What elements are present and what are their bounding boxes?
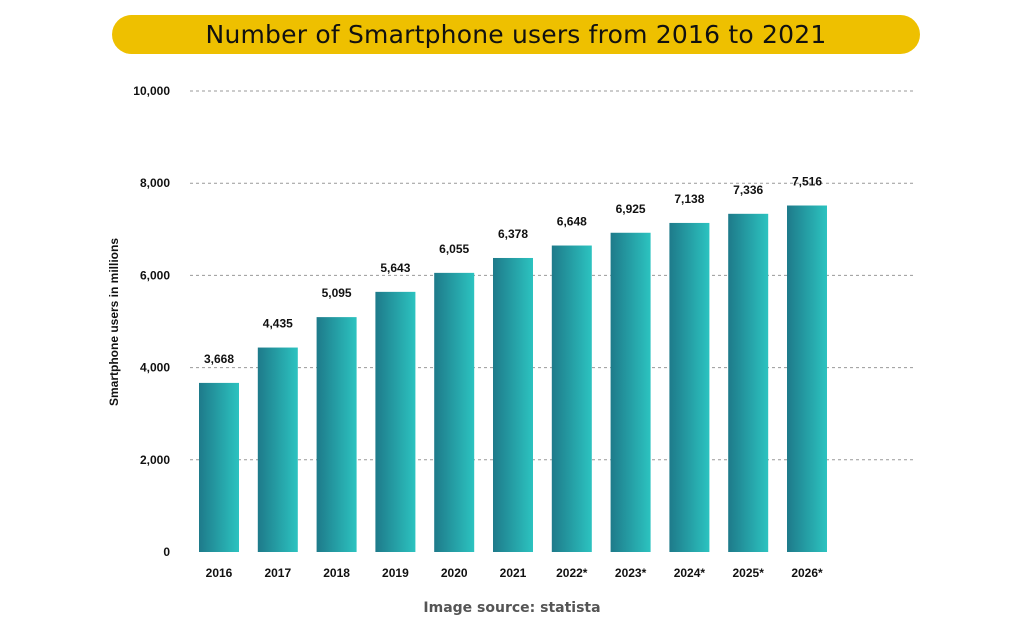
bar <box>669 222 710 552</box>
x-tick-label: 2025* <box>733 566 765 580</box>
bar <box>728 213 769 552</box>
data-label: 6,648 <box>557 215 587 229</box>
bar <box>316 317 357 552</box>
x-tick-label: 2023* <box>615 566 647 580</box>
x-tick-label: 2018 <box>323 566 350 580</box>
data-label: 7,516 <box>792 175 822 189</box>
chart-title: Number of Smartphone users from 2016 to … <box>205 20 827 49</box>
bar <box>434 272 475 552</box>
data-label: 6,925 <box>616 202 646 216</box>
data-label: 5,643 <box>380 261 410 275</box>
bar <box>610 232 651 552</box>
x-tick-label: 2020 <box>441 566 468 580</box>
x-tick-label: 2016 <box>206 566 233 580</box>
data-label: 7,336 <box>733 183 763 197</box>
data-label: 6,055 <box>439 242 469 256</box>
data-label: 3,668 <box>204 352 234 366</box>
x-tick-label: 2024* <box>674 566 706 580</box>
y-tick-label: 10,000 <box>133 84 170 98</box>
image-source-caption: Image source: statista <box>423 600 601 616</box>
data-label: 7,138 <box>674 192 704 206</box>
bar <box>375 291 416 552</box>
bar <box>493 257 533 552</box>
bar <box>257 347 298 552</box>
data-label: 5,095 <box>322 286 352 300</box>
chart-title-banner: Number of Smartphone users from 2016 to … <box>112 15 920 54</box>
x-tick-label: 2026* <box>791 566 823 580</box>
y-axis-title: Smartphone users in millions <box>107 238 121 406</box>
x-tick-label: 2021 <box>500 566 527 580</box>
y-tick-label: 0 <box>163 545 170 559</box>
y-tick-label: 4,000 <box>140 361 170 375</box>
bar <box>551 245 592 552</box>
x-tick-label: 2019 <box>382 566 409 580</box>
y-tick-label: 2,000 <box>140 453 170 467</box>
x-tick-label: 2022* <box>556 566 588 580</box>
y-tick-label: 6,000 <box>140 268 170 282</box>
x-tick-label: 2017 <box>264 566 291 580</box>
bar <box>787 205 827 553</box>
data-label: 4,435 <box>263 317 293 331</box>
bar <box>199 382 239 552</box>
y-tick-label: 8,000 <box>140 176 170 190</box>
data-label: 6,378 <box>498 227 528 241</box>
